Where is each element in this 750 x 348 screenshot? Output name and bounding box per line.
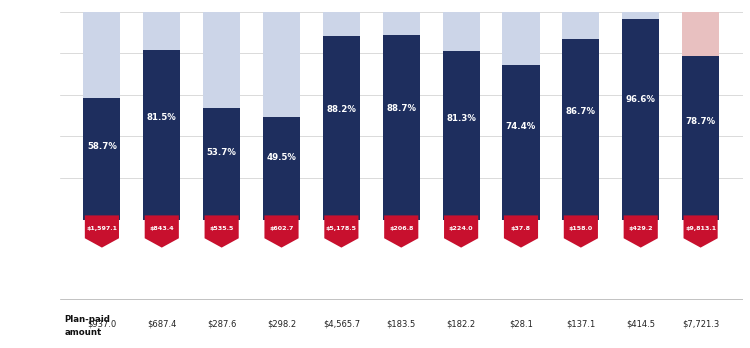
- Bar: [83, 12, 121, 97]
- Bar: [562, 39, 599, 220]
- Text: PE: PE: [514, 275, 527, 284]
- Polygon shape: [384, 215, 418, 248]
- Bar: [682, 12, 719, 56]
- Text: 86.7%: 86.7%: [566, 107, 596, 116]
- Bar: [143, 50, 180, 220]
- Bar: [442, 12, 480, 51]
- Bar: [503, 12, 539, 65]
- Text: NB: NB: [394, 275, 409, 284]
- Polygon shape: [624, 215, 658, 248]
- Text: $429.2: $429.2: [628, 226, 653, 231]
- Text: $687.4: $687.4: [147, 319, 176, 328]
- Polygon shape: [564, 215, 598, 248]
- Text: $414.5: $414.5: [626, 319, 656, 328]
- Bar: [203, 12, 240, 108]
- Text: $535.5: $535.5: [209, 226, 234, 231]
- Bar: [322, 36, 360, 220]
- Text: 96.6%: 96.6%: [626, 95, 656, 104]
- Bar: [682, 56, 719, 220]
- Bar: [382, 12, 420, 35]
- Text: 74.4%: 74.4%: [506, 122, 536, 131]
- Text: $9,813.1: $9,813.1: [685, 226, 716, 231]
- Text: $7,721.3: $7,721.3: [682, 319, 719, 328]
- Text: 58.7%: 58.7%: [87, 142, 117, 151]
- Polygon shape: [504, 215, 538, 248]
- Text: $287.6: $287.6: [207, 319, 236, 328]
- Bar: [622, 19, 659, 220]
- Bar: [263, 12, 300, 117]
- Text: $158.0: $158.0: [568, 226, 593, 231]
- Text: 53.7%: 53.7%: [207, 148, 236, 157]
- Text: $1,597.1: $1,597.1: [86, 226, 118, 231]
- Text: $4,565.7: $4,565.7: [322, 319, 360, 328]
- Text: $137.1: $137.1: [566, 319, 596, 328]
- Text: ON: ON: [334, 275, 349, 284]
- Text: NS: NS: [454, 275, 468, 284]
- Polygon shape: [85, 215, 119, 248]
- Polygon shape: [324, 215, 358, 248]
- Text: NL: NL: [574, 275, 587, 284]
- Text: NIHB: NIHB: [628, 275, 653, 284]
- Text: 88.2%: 88.2%: [326, 105, 356, 114]
- Polygon shape: [205, 215, 238, 248]
- Bar: [562, 12, 599, 39]
- Polygon shape: [145, 215, 178, 248]
- Bar: [263, 117, 300, 220]
- Text: SK: SK: [215, 275, 229, 284]
- Bar: [203, 108, 240, 220]
- Text: 88.7%: 88.7%: [386, 104, 416, 113]
- Text: Total*: Total*: [686, 275, 716, 284]
- Text: Plan-paid: Plan-paid: [64, 315, 110, 324]
- Bar: [322, 12, 360, 36]
- Text: $183.5: $183.5: [387, 319, 416, 328]
- Text: $182.2: $182.2: [446, 319, 476, 328]
- Text: 49.5%: 49.5%: [266, 153, 296, 163]
- Text: $5,178.5: $5,178.5: [326, 226, 357, 231]
- Text: $602.7: $602.7: [269, 226, 294, 231]
- Text: $298.2: $298.2: [267, 319, 296, 328]
- Polygon shape: [683, 215, 718, 248]
- Polygon shape: [444, 215, 478, 248]
- Text: 81.5%: 81.5%: [147, 113, 177, 122]
- Bar: [503, 65, 539, 220]
- Text: $224.0: $224.0: [448, 226, 473, 231]
- Text: MB: MB: [274, 275, 290, 284]
- Text: $37.8: $37.8: [511, 226, 531, 231]
- Bar: [143, 12, 180, 50]
- Text: amount: amount: [64, 329, 101, 338]
- Polygon shape: [265, 215, 298, 248]
- Text: $28.1: $28.1: [509, 319, 533, 328]
- Text: AB: AB: [154, 275, 169, 284]
- Bar: [83, 97, 121, 220]
- Text: BC: BC: [95, 275, 109, 284]
- Text: 81.3%: 81.3%: [446, 114, 476, 123]
- Bar: [622, 12, 659, 19]
- Text: $206.8: $206.8: [389, 226, 413, 231]
- Text: 78.7%: 78.7%: [686, 117, 716, 126]
- Text: $843.4: $843.4: [149, 226, 174, 231]
- Text: $937.0: $937.0: [87, 319, 116, 328]
- Bar: [442, 51, 480, 220]
- Bar: [382, 35, 420, 220]
